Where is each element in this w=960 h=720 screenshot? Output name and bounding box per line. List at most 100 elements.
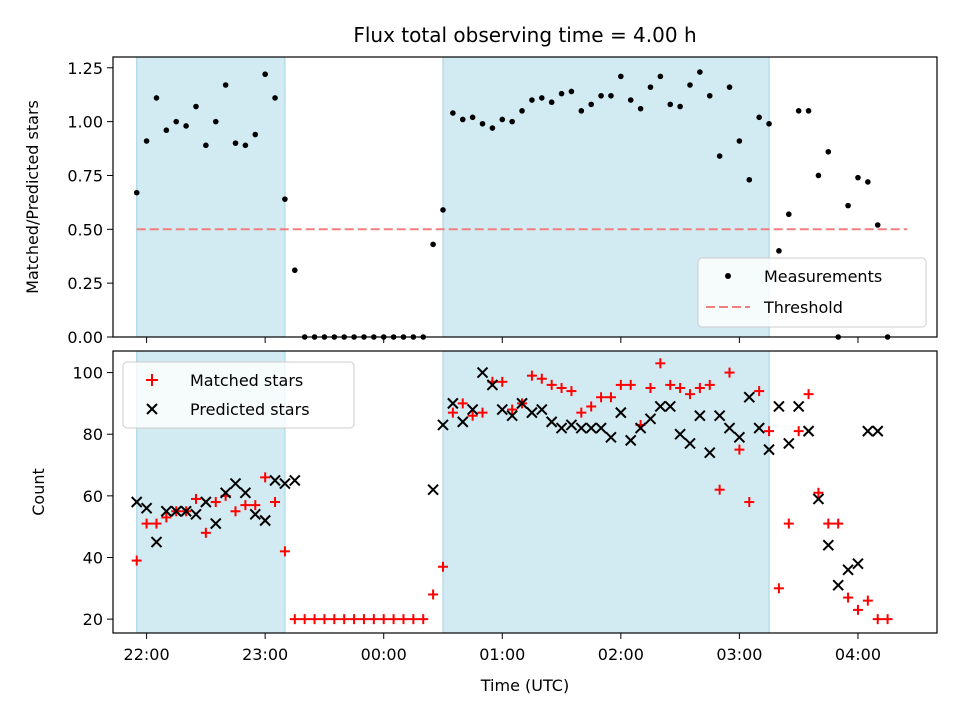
measurement-point — [776, 248, 782, 254]
matched-stars-point — [467, 410, 478, 421]
matched-stars-point — [309, 614, 320, 625]
x-axis-label: Time (UTC) — [480, 676, 569, 695]
shaded-interval-1 — [136, 57, 285, 337]
matched-stars-point — [675, 382, 686, 393]
x-tick-label: 22:00 — [124, 645, 170, 664]
predicted-stars-point — [684, 437, 696, 450]
measurements-series — [133, 69, 891, 340]
predicted-stars-point — [200, 496, 212, 508]
matched-stars-point — [833, 518, 844, 529]
measurement-point — [232, 140, 239, 146]
measurement-point — [440, 207, 446, 213]
measurement-point — [430, 241, 436, 248]
matched-stars-point — [457, 398, 468, 409]
x-tick-label: 04:00 — [835, 645, 881, 664]
predicted-stars-point — [832, 579, 844, 591]
measurement-point — [756, 114, 762, 121]
predicted-stars-point — [773, 400, 785, 413]
y-tick-label: 40 — [83, 548, 103, 567]
predicted-stars-point — [822, 539, 835, 551]
predicted-stars-point — [842, 564, 854, 576]
measurement-point — [509, 118, 515, 125]
matched-stars-point — [803, 389, 814, 400]
matched-stars-point — [260, 472, 271, 483]
predicted-stars-point — [219, 487, 232, 499]
y-tick-label: 0.25 — [67, 274, 103, 293]
predicted-stars-point — [545, 416, 558, 428]
measurement-point — [212, 118, 219, 125]
measurement-point — [291, 267, 298, 274]
predicted-stars-point — [555, 422, 568, 434]
matched-stars-point — [437, 561, 448, 572]
y-tick-label: 1.00 — [67, 113, 103, 132]
matched-stars-point — [190, 493, 201, 504]
matched-stars-point — [368, 614, 379, 625]
predicted-stars-point — [210, 517, 222, 530]
matched-stars-point — [418, 614, 429, 625]
matched-stars-point — [289, 614, 300, 625]
matched-stars-point — [230, 506, 241, 517]
predicted-stars-point — [427, 483, 439, 496]
measurement-point — [687, 82, 693, 88]
measurement-point — [529, 97, 535, 103]
measurement-point — [143, 138, 150, 144]
chart-title: Flux total observing time = 4.00 h — [353, 23, 696, 47]
measurement-point — [855, 174, 861, 181]
measurement-point — [578, 108, 585, 114]
legend-label-measurements: Measurements — [764, 267, 882, 286]
predicted-stars-point — [862, 425, 874, 437]
predicted-stars-point — [476, 366, 489, 379]
predicted-stars-point — [457, 416, 469, 428]
matched-stars-point — [250, 500, 261, 511]
bottom-panel-legend: Matched stars Predicted stars — [122, 361, 355, 429]
legend-dot-marker-icon — [725, 273, 731, 279]
legend-label-predicted-stars: Predicted stars — [190, 400, 310, 419]
y-tick-label: 80 — [83, 425, 103, 444]
predicted-stars-point — [872, 425, 884, 437]
predicted-stars-point — [437, 419, 449, 431]
matched-stars-point — [764, 426, 775, 437]
predicted-stars-point — [496, 403, 508, 416]
predicted-stars-point — [802, 425, 815, 437]
predicted-stars-point — [812, 493, 825, 505]
matched-stars-point — [665, 379, 676, 390]
top-panel-y-axis-label: Matched/Predicted stars — [23, 100, 42, 294]
measurement-point — [766, 120, 772, 127]
matched-stars-point — [240, 500, 251, 511]
matched-stars-point — [566, 386, 577, 397]
predicted-stars-point — [664, 400, 676, 413]
measurement-point — [795, 108, 802, 114]
predicted-stars-point — [536, 403, 548, 416]
predicted-stars-point — [575, 422, 588, 434]
measurement-point — [726, 84, 733, 90]
measurement-point — [627, 97, 634, 103]
matched-stars-point — [773, 583, 784, 594]
measurement-point — [637, 105, 644, 112]
measurement-point — [519, 108, 525, 114]
bottom-panel-y-axis-label: Count — [29, 468, 48, 516]
matched-stars-point — [823, 518, 834, 529]
legend-label-matched-stars: Matched stars — [190, 371, 303, 390]
predicted-stars-point — [595, 422, 607, 434]
measurement-point — [183, 123, 189, 129]
matched-stars-point — [526, 370, 537, 381]
y-tick-label: 0.75 — [67, 166, 103, 185]
matched-stars-point — [813, 487, 824, 498]
measurement-point — [746, 176, 753, 183]
matched-stars-point — [605, 392, 616, 403]
top-panel-y-ticks: 0.00 0.25 0.50 0.75 1.00 1.25 — [67, 59, 113, 347]
matched-stars-point — [428, 589, 439, 600]
bottom-panel: 20 40 60 80 100 22:00 23:00 00:00 01:00 02:00 03:… — [29, 350, 938, 695]
top-panel-x-ticks — [146, 337, 859, 343]
matched-stars-series — [131, 358, 893, 625]
predicted-stars-point — [585, 422, 597, 434]
top-panel-frame — [112, 56, 938, 338]
predicted-stars-point — [160, 505, 173, 517]
matched-stars-point — [388, 614, 399, 625]
matched-stars-point — [704, 379, 715, 390]
predicted-stars-point — [190, 508, 202, 521]
matched-stars-point — [625, 379, 636, 390]
matched-stars-point — [161, 512, 172, 523]
x-tick-label: 03:00 — [716, 645, 762, 664]
measurement-point — [242, 142, 249, 149]
